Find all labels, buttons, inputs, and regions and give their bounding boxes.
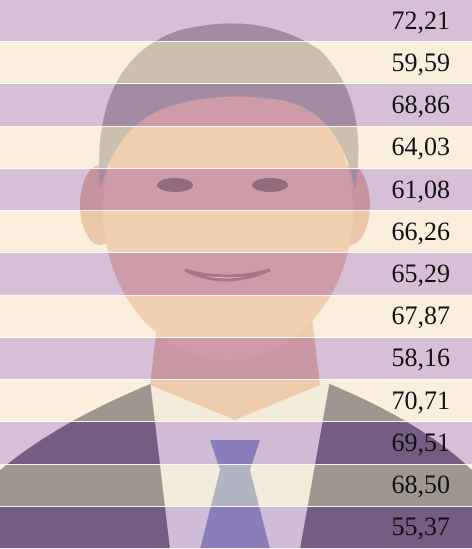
value-text: 69,51 [392, 428, 451, 458]
value-text: 72,21 [392, 6, 451, 36]
value-text: 68,50 [392, 470, 451, 500]
value-text: 67,87 [392, 301, 451, 331]
value-row: 72,21 [0, 0, 472, 42]
value-row: 55,37 [0, 507, 472, 549]
value-row: 67,87 [0, 296, 472, 338]
value-text: 55,37 [392, 512, 451, 542]
value-text: 68,86 [392, 90, 451, 120]
value-row: 58,16 [0, 338, 472, 380]
value-row: 64,03 [0, 127, 472, 169]
value-row: 68,86 [0, 84, 472, 126]
value-row: 68,50 [0, 465, 472, 507]
value-text: 59,59 [392, 48, 451, 78]
value-row: 65,29 [0, 253, 472, 295]
value-text: 64,03 [392, 132, 451, 162]
value-row: 66,26 [0, 211, 472, 253]
value-row: 61,08 [0, 169, 472, 211]
value-text: 70,71 [392, 386, 451, 416]
value-list: 72,21 59,59 68,86 64,03 61,08 66,26 65,29 67,87… [0, 0, 472, 549]
value-row: 70,71 [0, 380, 472, 422]
value-text: 61,08 [392, 175, 451, 205]
value-row: 69,51 [0, 422, 472, 464]
value-text: 58,16 [392, 343, 451, 373]
value-row: 59,59 [0, 42, 472, 84]
page: 72,21 59,59 68,86 64,03 61,08 66,26 65,29 67,87… [0, 0, 472, 549]
value-text: 66,26 [392, 217, 451, 247]
value-text: 65,29 [392, 259, 451, 289]
